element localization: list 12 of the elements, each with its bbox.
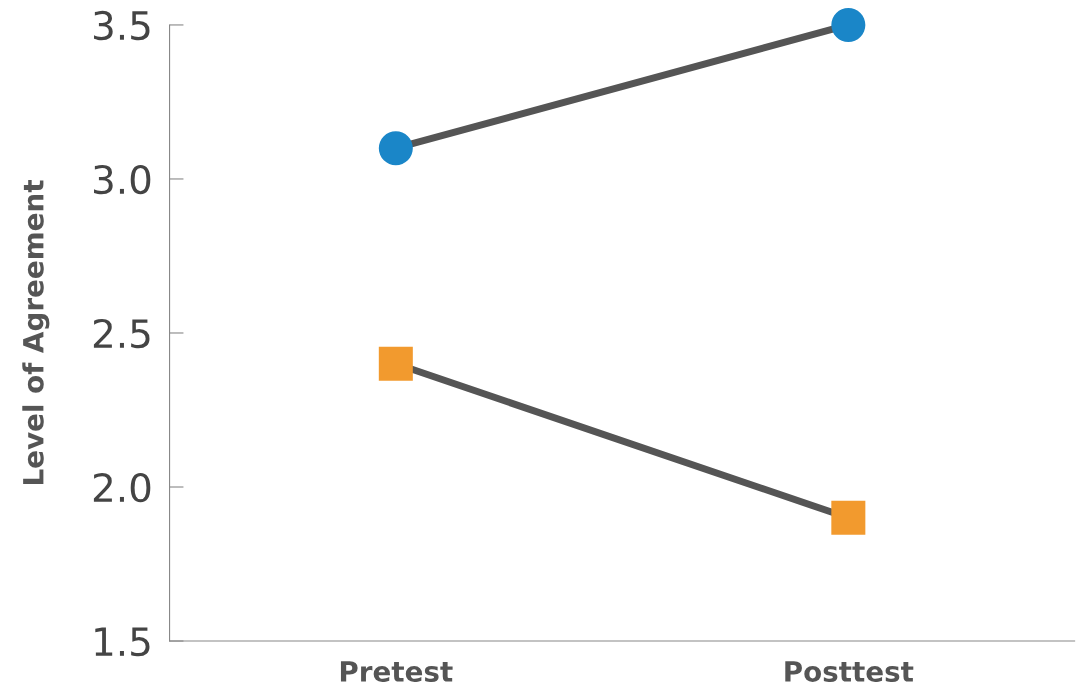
point [378, 346, 413, 381]
y-tick-label: 1.5 [95, 627, 150, 657]
x-tick-label: Pretest [340, 661, 453, 682]
y-tick-label: 3.0 [94, 164, 151, 195]
y-tick-label: 2.5 [93, 318, 150, 349]
x-tick-label: Posttest [785, 661, 914, 682]
y-tick-label: 2.0 [93, 472, 151, 503]
point [831, 7, 866, 42]
point [831, 500, 866, 535]
point [378, 131, 413, 166]
y-axis-title: Level of Agreement [22, 180, 50, 484]
y-tick-label: 3.5 [94, 10, 150, 41]
